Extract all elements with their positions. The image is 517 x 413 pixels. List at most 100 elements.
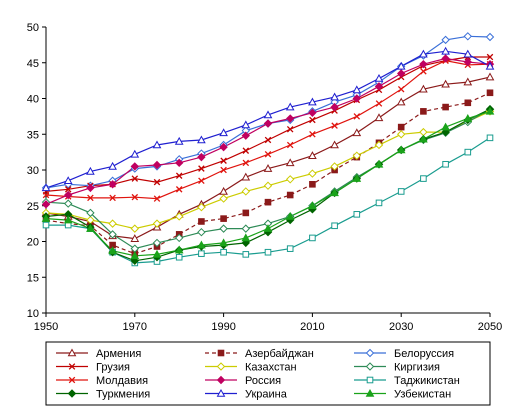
data-point-series-2 <box>264 198 272 206</box>
data-point-series-11 <box>174 136 184 145</box>
data-point-series-2 <box>242 209 250 217</box>
data-point-series-5 <box>219 194 228 203</box>
series-markers <box>41 32 495 267</box>
data-point-series-9 <box>42 221 50 229</box>
data-point-series-9 <box>442 160 449 168</box>
data-point-series-4 <box>486 53 494 61</box>
data-point-series-3 <box>485 32 495 42</box>
data-point-series-6 <box>63 199 73 208</box>
data-point-series-11 <box>330 92 339 101</box>
data-point-series-11 <box>63 176 73 185</box>
data-point-series-8 <box>108 180 117 189</box>
data-point-series-7 <box>131 193 139 201</box>
data-point-series-6 <box>174 233 184 243</box>
legend-swatch-marker <box>67 348 77 357</box>
data-point-series-9 <box>286 245 294 252</box>
data-point-series-8 <box>396 69 406 78</box>
data-point-series-7 <box>198 177 205 184</box>
data-point-series-2 <box>309 181 316 188</box>
data-point-series-12 <box>41 214 51 222</box>
data-point-series-6 <box>219 224 228 233</box>
data-point-series-12 <box>485 106 495 115</box>
data-point-series-6 <box>241 224 251 233</box>
y-tick-label: 15 <box>27 272 39 284</box>
data-point-series-4 <box>242 147 250 154</box>
data-point-series-7 <box>264 151 272 158</box>
data-point-series-9 <box>331 222 338 230</box>
legend-swatch-marker <box>366 376 374 384</box>
data-point-series-11 <box>197 135 206 144</box>
legend-label: Узбекистан <box>394 389 451 401</box>
legend-swatch-marker <box>216 362 226 371</box>
data-point-series-7 <box>353 113 361 120</box>
data-point-series-8 <box>441 54 450 63</box>
legend-label: Туркмения <box>96 389 150 401</box>
data-point-series-11 <box>219 128 228 137</box>
data-point-series-8 <box>308 108 317 118</box>
data-point-series-9 <box>220 248 227 256</box>
data-point-series-5 <box>263 181 273 190</box>
y-tick-label: 35 <box>27 129 39 141</box>
legend-swatch-marker <box>365 362 375 371</box>
data-point-series-12 <box>352 174 362 182</box>
data-point-series-7 <box>242 159 250 167</box>
data-point-series-11 <box>485 61 495 70</box>
legend-swatch-marker <box>365 388 375 397</box>
legend-label: Белоруссия <box>394 348 454 360</box>
data-point-series-12 <box>63 215 73 224</box>
data-point-series-5 <box>352 151 362 160</box>
data-point-series-8 <box>41 200 51 209</box>
data-point-series-8 <box>463 57 473 67</box>
data-point-series-11 <box>396 61 406 70</box>
data-point-series-11 <box>441 46 450 55</box>
data-point-series-7 <box>397 85 405 93</box>
data-point-series-8 <box>374 82 384 91</box>
series-line-1 <box>45 76 491 240</box>
data-point-series-9 <box>309 234 316 242</box>
x-tick-label: 2050 <box>478 321 502 333</box>
data-point-series-7 <box>87 194 94 202</box>
x-tick-label: 1990 <box>211 321 235 333</box>
data-point-series-1 <box>419 84 428 93</box>
data-point-series-1 <box>308 151 317 159</box>
data-point-series-8 <box>152 160 162 170</box>
data-point-series-7 <box>175 186 183 193</box>
data-point-series-2 <box>286 191 294 199</box>
data-point-series-8 <box>285 114 295 123</box>
data-point-series-3 <box>441 35 450 45</box>
data-point-series-8 <box>174 158 184 168</box>
data-point-series-7 <box>331 122 338 129</box>
data-point-series-7 <box>109 194 116 202</box>
data-point-series-11 <box>263 110 273 119</box>
data-point-series-8 <box>241 131 251 140</box>
data-point-series-7 <box>220 166 227 174</box>
series-line-2 <box>45 92 491 255</box>
data-point-series-5 <box>152 219 162 228</box>
data-point-series-8 <box>352 94 362 103</box>
data-point-series-12 <box>396 145 406 154</box>
legend-swatch-marker <box>216 375 226 385</box>
legend-label: Молдавия <box>96 375 148 387</box>
data-point-series-7 <box>375 100 383 107</box>
data-point-series-5 <box>308 169 317 178</box>
data-point-series-12 <box>463 113 473 122</box>
data-point-series-12 <box>419 134 428 143</box>
data-point-series-1 <box>130 234 140 242</box>
legend-swatch-marker <box>67 389 77 398</box>
data-point-series-9 <box>198 250 205 257</box>
data-point-series-1 <box>485 72 495 81</box>
data-point-series-6 <box>152 238 162 248</box>
data-point-series-6 <box>108 230 117 239</box>
data-point-series-9 <box>486 134 494 142</box>
data-point-series-9 <box>242 251 250 258</box>
data-point-series-12 <box>108 246 117 255</box>
x-tick-label: 2010 <box>300 321 324 333</box>
data-point-series-1 <box>219 186 228 195</box>
data-point-series-7 <box>42 191 50 199</box>
data-point-series-12 <box>219 238 228 247</box>
data-point-series-11 <box>152 140 162 149</box>
x-tick-label: 1970 <box>123 321 147 333</box>
data-point-series-4 <box>264 136 272 144</box>
data-point-series-1 <box>463 77 473 86</box>
data-point-series-5 <box>197 202 206 212</box>
